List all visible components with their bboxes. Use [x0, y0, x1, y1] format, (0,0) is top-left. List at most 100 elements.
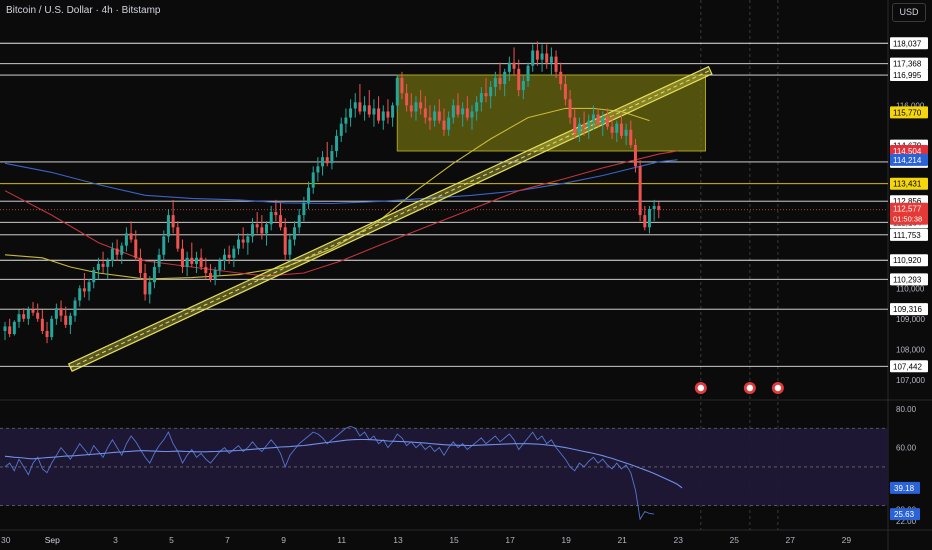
candle-body [554, 56, 558, 72]
time-tick-label: 23 [673, 535, 683, 545]
time-tick-label: 5 [169, 535, 174, 545]
price-level-label: 116,995 [893, 71, 922, 80]
candle-body [447, 117, 451, 130]
candle-body [489, 87, 493, 97]
candle-body [596, 114, 600, 124]
candle-body [367, 105, 371, 115]
rsi-tick-label: 80.00 [896, 405, 917, 414]
currency-selector[interactable]: USD [892, 3, 926, 22]
candle-body [171, 215, 175, 228]
candle-body [307, 187, 311, 203]
candle-body [176, 227, 180, 249]
candle-body [222, 254, 226, 261]
candle-body [498, 77, 502, 85]
candle-body [479, 93, 483, 103]
candle-body [372, 108, 376, 115]
bar-countdown-label: 01:50:38 [893, 215, 922, 224]
moving-average-line [4, 150, 678, 277]
price-level-label-bg [890, 37, 928, 50]
candle-body [559, 71, 563, 85]
rsi-value-badge: 25.63 [894, 510, 915, 519]
candle-body [40, 318, 44, 331]
candle-body [610, 126, 614, 133]
price-level-label: 112,856 [893, 197, 922, 206]
candle-body [54, 308, 58, 319]
candle-body [213, 270, 217, 280]
candle-body [428, 117, 432, 121]
candle-body [274, 212, 278, 216]
candle-body [50, 318, 54, 338]
current-price-tag-bg [890, 202, 928, 225]
candle-body [12, 321, 16, 335]
time-tick-label: 29 [842, 535, 852, 545]
time-tick-label: 27 [786, 535, 796, 545]
candle-body [251, 224, 255, 237]
candle-body [73, 300, 77, 316]
candle-body [423, 108, 427, 118]
price-level-label-bg [890, 360, 928, 373]
candle-body [409, 105, 413, 112]
highlighted-level-label: 115,770 [893, 108, 922, 117]
candle-body [521, 80, 525, 91]
candle-body [82, 288, 86, 292]
candle-body [433, 111, 437, 121]
rsi-tick-label: 60.00 [896, 444, 917, 453]
candle-body [87, 282, 91, 292]
candle-body [386, 111, 390, 118]
candle-body [8, 326, 12, 335]
candle-body [232, 248, 236, 258]
candle-body [419, 102, 423, 109]
rsi-value-badge-bg [890, 508, 920, 521]
candle-body [358, 102, 362, 112]
event-marker-flag [774, 384, 782, 392]
candle-body [615, 123, 619, 133]
candle-body [442, 120, 446, 130]
candle-body [414, 102, 418, 112]
candle-body [484, 93, 488, 97]
time-tick-label: 25 [730, 535, 740, 545]
candle-body [437, 111, 441, 121]
candle-body [208, 273, 212, 280]
candle-body [451, 105, 455, 118]
candle-body [540, 53, 544, 60]
event-marker-icon [771, 382, 784, 394]
candle-body [465, 108, 469, 118]
candle-body [115, 248, 119, 255]
rsi-value-badge: 39.18 [894, 484, 915, 493]
highlighted-level-label-bg [890, 153, 928, 166]
candle-body [106, 260, 110, 267]
candle-body [194, 257, 198, 264]
candle-body [577, 123, 581, 133]
candle-body [526, 65, 530, 81]
price-level-label: 111,753 [893, 231, 921, 240]
candle-body [335, 135, 339, 152]
time-tick-label: 19 [561, 535, 571, 545]
current-price-label: 112,577 [893, 205, 922, 214]
candle-body [26, 309, 30, 319]
candle-body [493, 77, 497, 88]
candle-body [64, 315, 68, 325]
candle-body [531, 50, 535, 66]
candle-body [633, 145, 637, 167]
candle-body [381, 111, 385, 121]
candle-body [629, 129, 633, 145]
highlighted-level-label: 114,504 [893, 147, 922, 156]
event-marker-icon [743, 382, 756, 394]
price-tick-label: 108,000 [896, 345, 925, 354]
price-level-label-bg [890, 273, 928, 286]
candle-body [190, 257, 194, 264]
candle-body [517, 68, 521, 91]
candle-body [563, 84, 567, 100]
price-tick-label: 107,000 [896, 376, 925, 385]
time-tick-label: 7 [225, 535, 230, 545]
time-tick-label: 21 [617, 535, 627, 545]
candle-body [152, 266, 156, 283]
candle-body [22, 314, 26, 319]
candle-body [297, 215, 301, 228]
price-level-label: 109,316 [893, 305, 922, 314]
candle-body [78, 288, 82, 301]
candle-body [185, 257, 189, 267]
candle-body [339, 123, 343, 136]
candle-body [503, 71, 507, 85]
